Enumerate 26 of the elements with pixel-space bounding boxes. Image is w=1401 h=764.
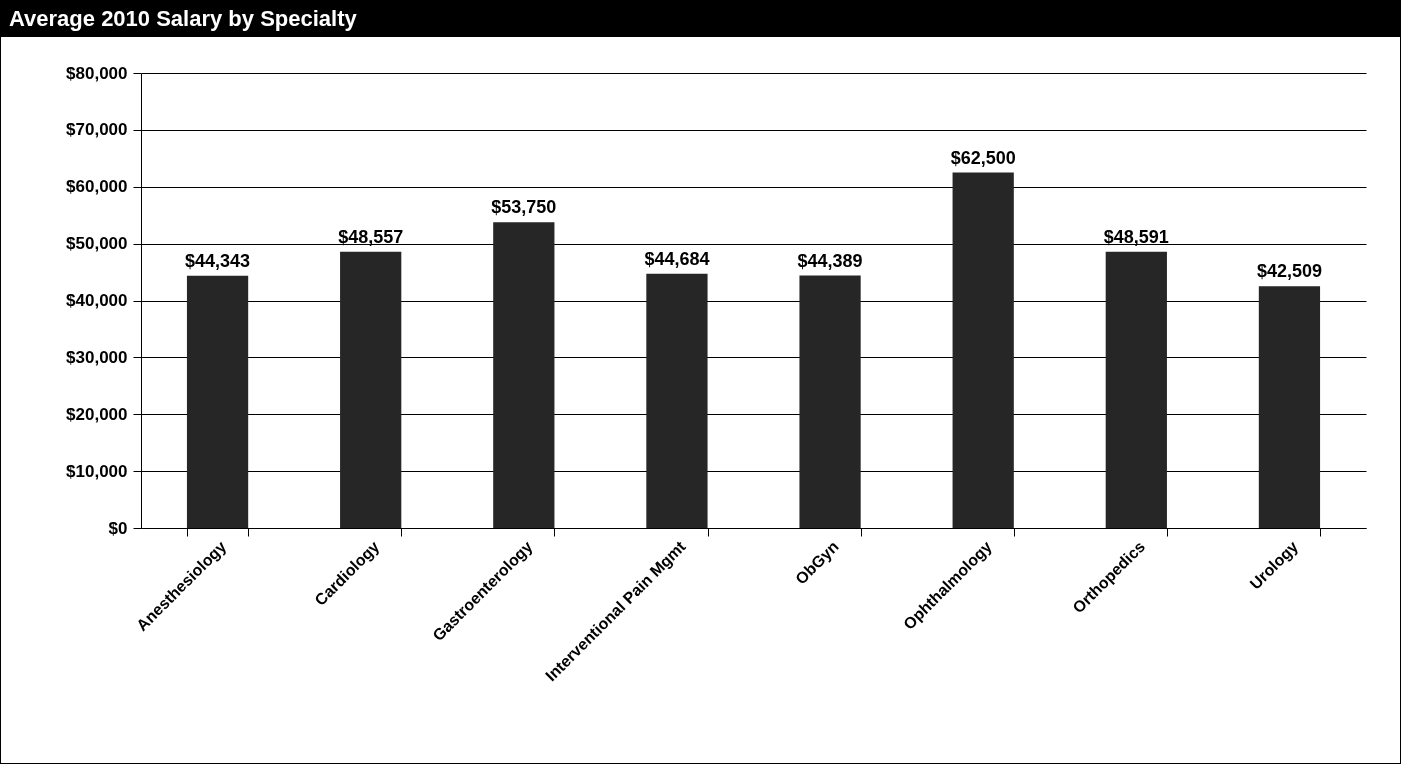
data-label: $44,343	[185, 250, 251, 271]
bar	[799, 275, 861, 528]
data-label: $48,591	[1103, 226, 1169, 247]
y-tick-label: $30,000	[66, 347, 128, 367]
y-tick-label: $80,000	[66, 63, 128, 83]
y-tick-label: $50,000	[66, 234, 128, 254]
y-tick-label: $10,000	[66, 461, 128, 481]
y-tick-label: $40,000	[66, 291, 128, 310]
data-label: $42,509	[1256, 261, 1322, 282]
bar	[646, 273, 708, 528]
data-label: $62,500	[950, 147, 1016, 168]
data-label: $53,750	[491, 197, 557, 218]
data-label: $48,557	[338, 226, 404, 247]
y-tick-label: $60,000	[66, 177, 128, 197]
data-label: $44,684	[644, 248, 710, 269]
bar	[952, 172, 1014, 528]
y-tick-label: $0	[108, 518, 128, 538]
y-tick-label: $70,000	[66, 120, 128, 140]
bar	[1258, 286, 1321, 528]
bar	[340, 251, 402, 528]
bar	[493, 222, 555, 528]
y-tick-label: $20,000	[66, 404, 128, 424]
bar	[1105, 251, 1167, 528]
data-label: $44,389	[797, 250, 863, 271]
bar	[186, 275, 249, 528]
chart-title: Average 2010 Salary by Specialty	[1, 1, 1400, 37]
